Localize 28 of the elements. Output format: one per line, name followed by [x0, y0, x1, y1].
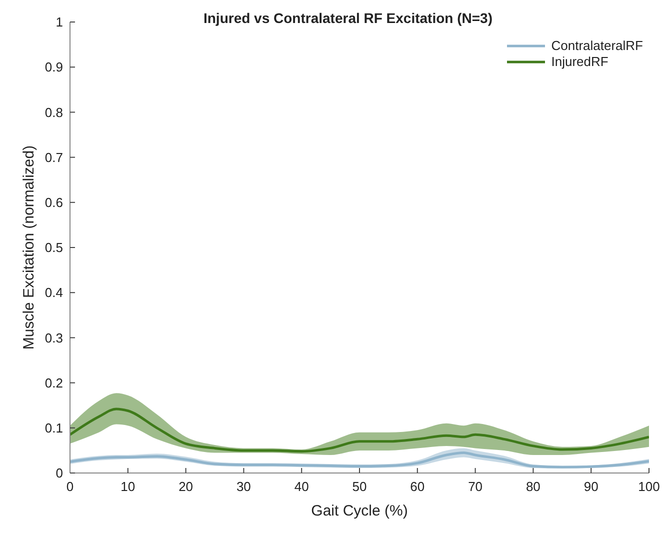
y-tick-label: 0.2: [44, 375, 63, 390]
y-tick-label: 0.9: [44, 60, 63, 75]
y-tick-label: 0.1: [44, 420, 63, 436]
x-tick-label: 60: [410, 479, 425, 494]
y-tick-label: 0.7: [44, 150, 63, 165]
legend-label: ContralateralRF: [551, 38, 643, 54]
x-tick-label: 40: [294, 479, 309, 494]
y-tick-label: 0.3: [44, 330, 63, 346]
x-axis-title: Gait Cycle (%): [311, 502, 408, 520]
y-axis-title: Muscle Excitation (normalized): [20, 145, 38, 350]
y-tick-label: 0.5: [44, 240, 63, 256]
y-tick-label: 0.4: [44, 285, 63, 300]
legend-label: InjuredRF: [551, 54, 608, 70]
x-tick-label: 70: [468, 479, 483, 494]
y-tick-label: 0: [56, 466, 63, 481]
y-tick-label: 0.8: [44, 104, 63, 120]
y-tick-label: 0.6: [44, 195, 63, 210]
x-tick-label: 50: [352, 479, 367, 494]
x-tick-label: 90: [584, 479, 598, 494]
chart-title: Injured vs Contralateral RF Excitation (N=3): [203, 10, 492, 26]
x-tick-label: 80: [526, 479, 540, 494]
line-series: [70, 408, 649, 453]
x-tick-label: 0: [66, 479, 74, 494]
x-tick-label: 100: [638, 479, 660, 494]
x-tick-label: 20: [178, 479, 194, 494]
y-tick-label: 1: [56, 14, 63, 30]
x-tick-label: 30: [236, 479, 251, 494]
x-tick-label: 10: [120, 479, 136, 494]
